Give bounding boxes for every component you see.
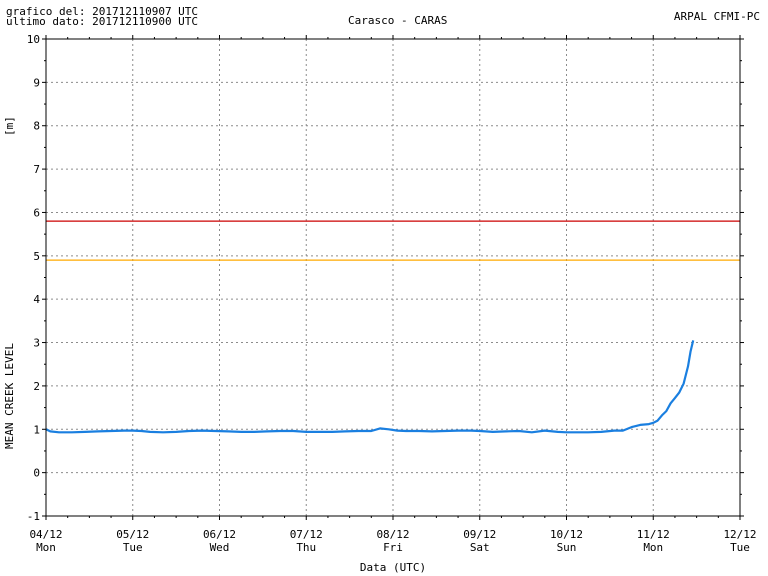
y-tick-label: 1 [33, 423, 40, 436]
x-tick-day-label: Mon [36, 541, 56, 554]
creek-level-series [45, 340, 695, 434]
x-axis-label: Data (UTC) [360, 561, 426, 574]
x-tick-date-label: 10/12 [550, 528, 583, 541]
x-tick-date-label: 07/12 [290, 528, 323, 541]
x-axis-ticks: 04/12Mon05/12Tue06/12Wed07/12Thu08/12Fri… [29, 35, 757, 554]
x-tick-day-label: Mon [643, 541, 663, 554]
y-tick-label: 2 [33, 380, 40, 393]
x-tick-day-label: Sat [470, 541, 490, 554]
threshold-lines [46, 220, 740, 261]
x-tick-day-label: Thu [296, 541, 316, 554]
x-tick-date-label: 09/12 [463, 528, 496, 541]
y-tick-label: 8 [33, 120, 40, 133]
y-tick-label: 9 [33, 76, 40, 89]
x-tick-date-label: 08/12 [376, 528, 409, 541]
x-tick-date-label: 12/12 [723, 528, 756, 541]
y-axis-ticks: -1 0 1 2 3 4 5 6 7 8 9 10 [27, 33, 744, 523]
x-tick-date-label: 11/12 [637, 528, 670, 541]
y-tick-label: 3 [33, 337, 40, 350]
series-lines [45, 340, 695, 434]
chart-title: Carasco - CARAS [348, 14, 448, 27]
y-tick-label: 6 [33, 206, 40, 219]
source-label: ARPAL CFMI-PC [673, 10, 760, 23]
x-tick-day-label: Wed [210, 541, 230, 554]
y-axis-label: MEAN CREEK LEVEL [3, 343, 16, 449]
y-tick-label: 10 [27, 33, 40, 46]
x-tick-day-label: Tue [730, 541, 750, 554]
x-tick-day-label: Fri [383, 541, 403, 554]
last-data-label: ultimo dato: 201712110900 UTC [6, 15, 199, 28]
x-tick-date-label: 04/12 [29, 528, 62, 541]
x-tick-date-label: 06/12 [203, 528, 236, 541]
x-tick-day-label: Tue [123, 541, 143, 554]
graph-time-label: grafico del: 201712110907 UTC [6, 5, 199, 18]
x-tick-day-label: Sun [557, 541, 577, 554]
y-tick-label: 4 [33, 293, 40, 306]
grid-lines [46, 39, 740, 516]
y-tick-label: -1 [27, 510, 40, 523]
y-tick-label: 7 [33, 163, 40, 176]
x-tick-date-label: 05/12 [116, 528, 149, 541]
y-tick-label: 5 [33, 250, 40, 263]
y-tick-label: 0 [33, 467, 40, 480]
y-unit-label: [m] [3, 116, 16, 136]
